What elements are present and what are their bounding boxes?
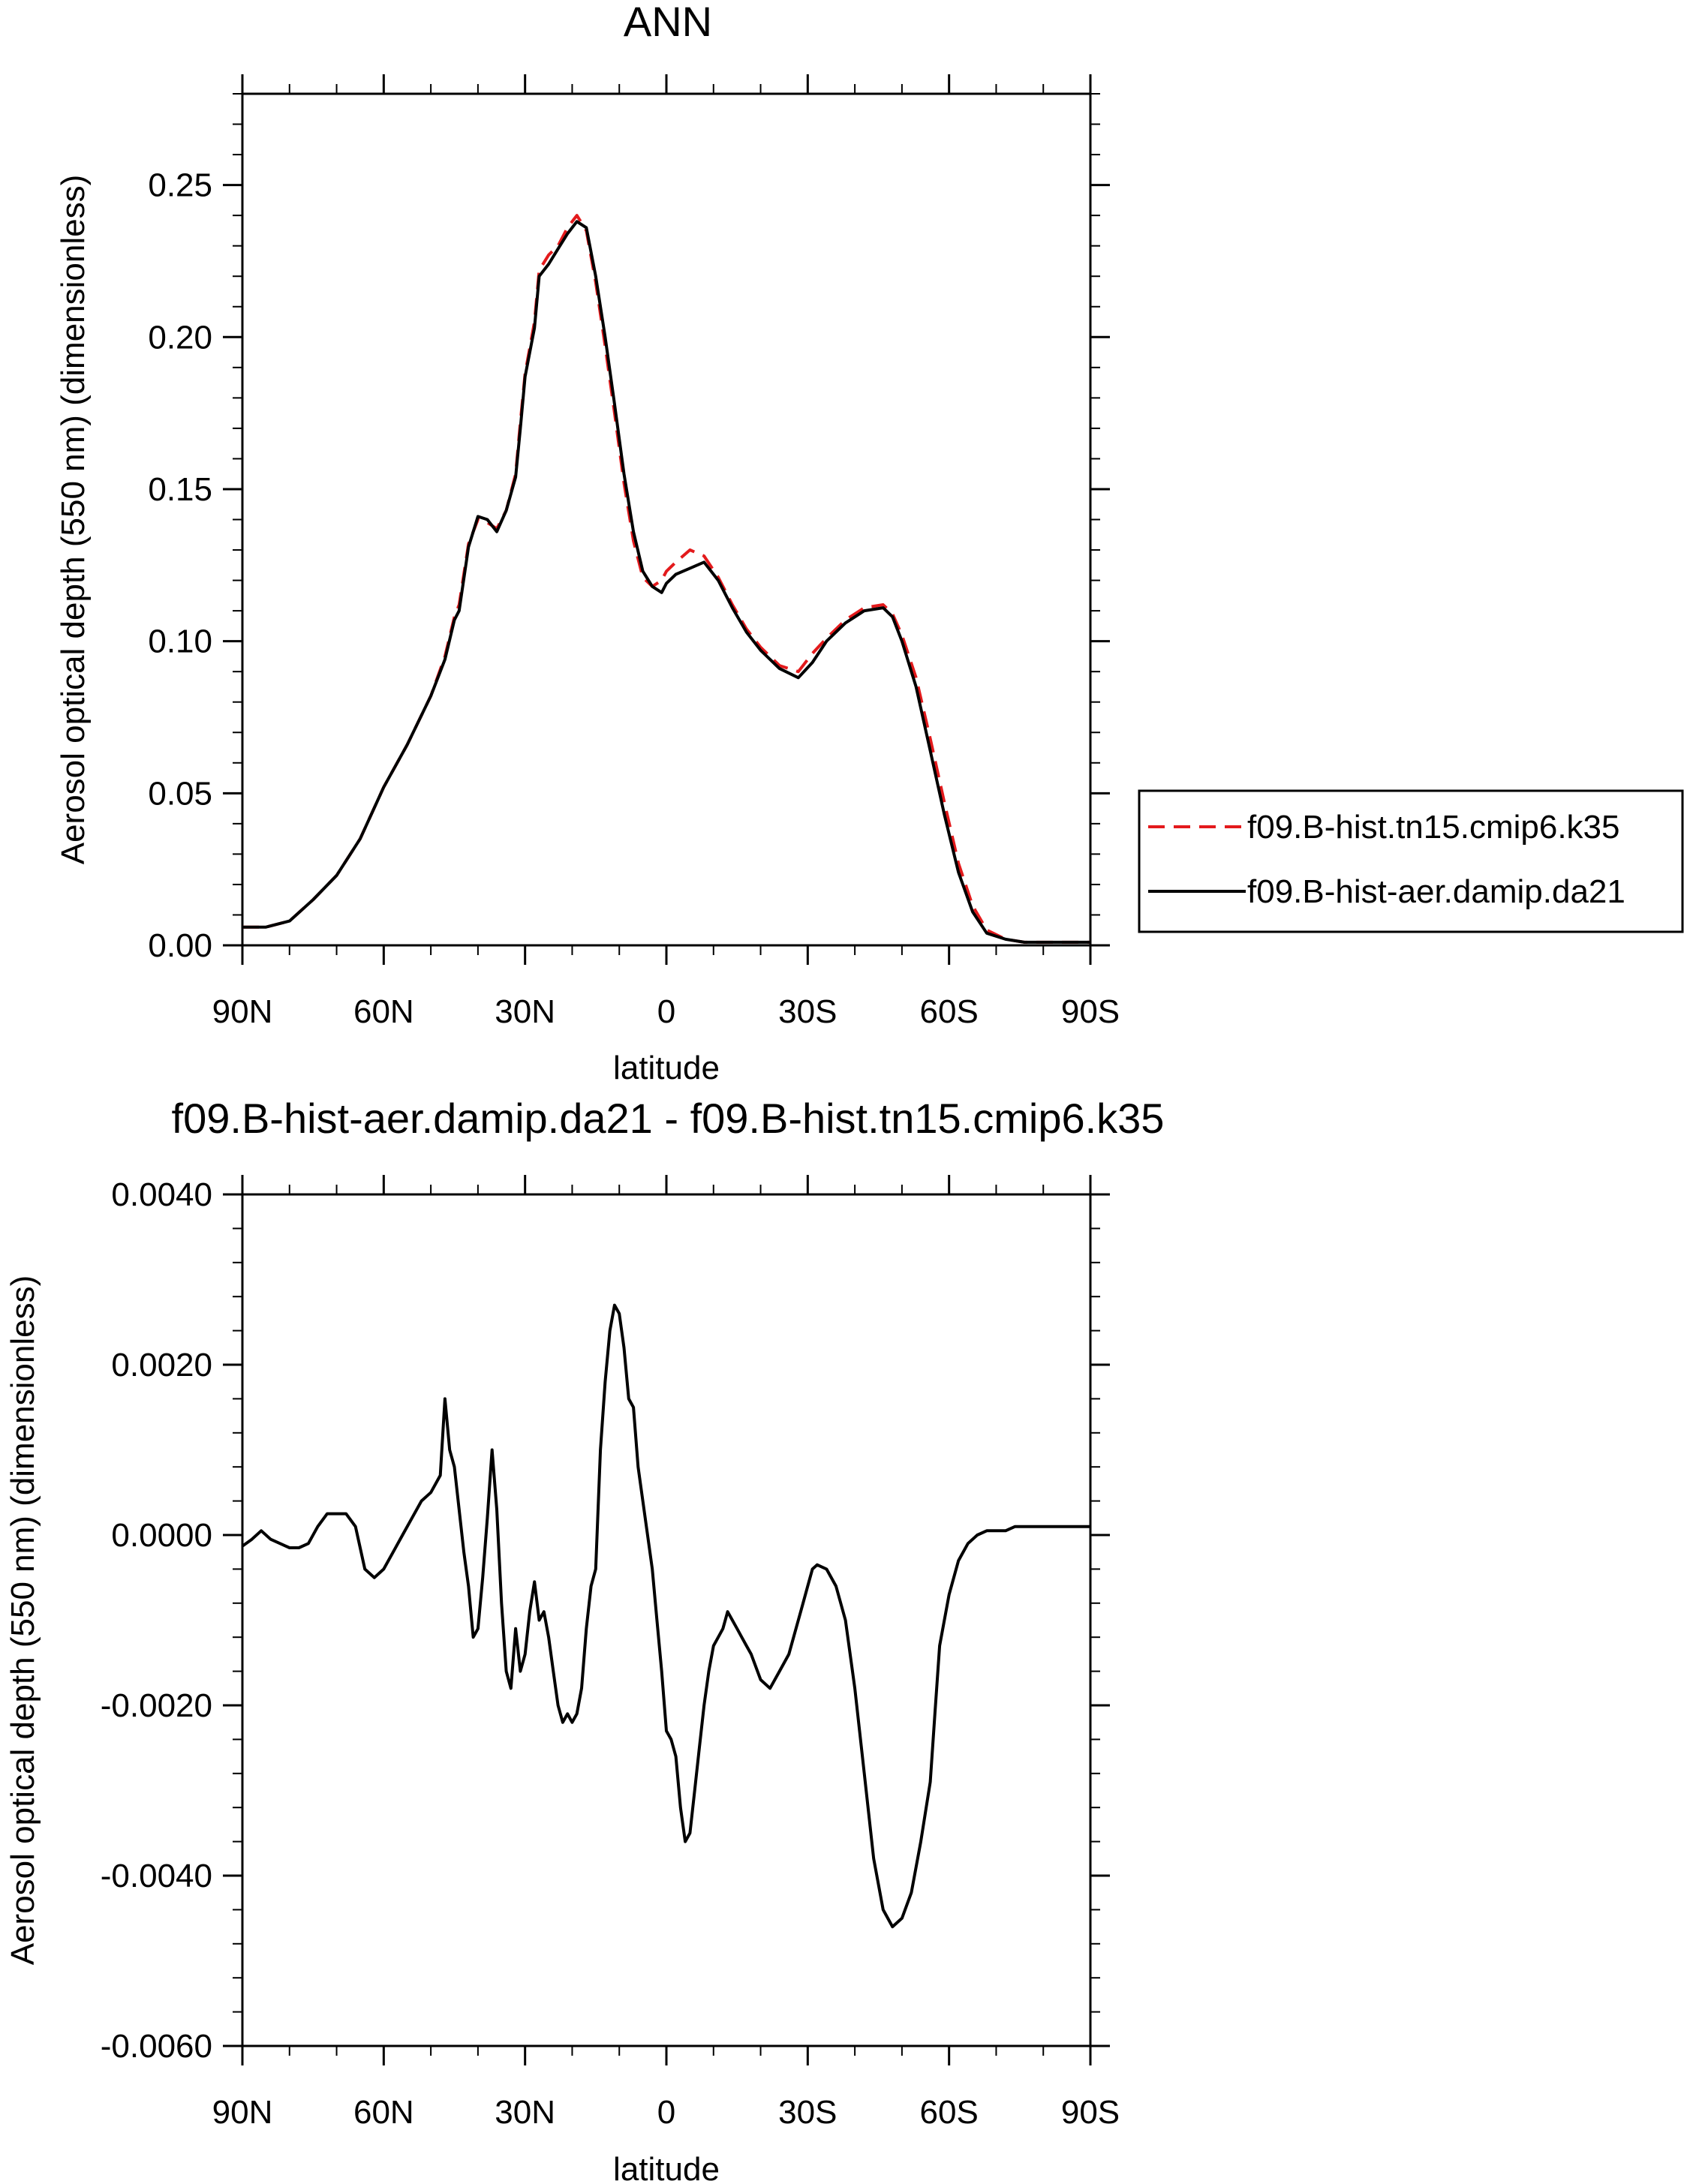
x-tick-label: 90N	[212, 993, 273, 1030]
y-axis-label: Aerosol optical depth (550 nm) (dimensio…	[5, 1275, 41, 1966]
x-tick-label: 60N	[353, 993, 414, 1030]
y-tick-label: 0.05	[148, 775, 212, 812]
x-tick-label: 30S	[778, 2094, 837, 2131]
y-tick-label: 0.10	[148, 623, 212, 660]
x-tick-label: 30N	[495, 993, 555, 1030]
series-line-k35	[242, 214, 1090, 944]
y-tick-label: 0.15	[148, 471, 212, 508]
legend-label: f09.B-hist.tn15.cmip6.k35	[1247, 809, 1619, 846]
x-tick-label: 30N	[495, 2094, 555, 2131]
x-tick-label: 60S	[920, 2094, 979, 2131]
x-tick-label: 90S	[1061, 2094, 1120, 2131]
y-tick-label: 0.25	[148, 167, 212, 204]
legend-box	[1138, 789, 1684, 933]
series-line-difference	[242, 1303, 1090, 1929]
x-tick-label: 0	[657, 2094, 675, 2131]
x-tick-label: 60S	[920, 993, 979, 1030]
y-tick-label: 0.0040	[111, 1176, 212, 1213]
chart-title: f09.B-hist-aer.damip.da21 - f09.B-hist.t…	[172, 1095, 1165, 1142]
bottom-chart-panel: 90N 60N 30N 0 30S 60S 90S -0.0060 -0.0040 -0.0020…	[5, 1095, 1164, 2184]
plot-frame	[241, 1193, 1092, 2047]
x-tick-label: 60N	[353, 2094, 414, 2131]
x-axis-label: latitude	[613, 2151, 720, 2184]
y-tick-label: 0.20	[148, 319, 212, 356]
y-tick-label: -0.0020	[101, 1687, 212, 1724]
x-tick-label: 90N	[212, 2094, 273, 2131]
x-tick-label: 30S	[778, 993, 837, 1030]
legend-label: f09.B-hist-aer.damip.da21	[1247, 873, 1625, 910]
y-tick-label: 0.0020	[111, 1347, 212, 1383]
legend: f09.B-hist.tn15.cmip6.k35 f09.B-hist-aer.…	[1138, 789, 1684, 933]
y-tick-label: -0.0060	[101, 2028, 212, 2065]
x-axis-label: latitude	[613, 1050, 720, 1086]
y-tick-label: -0.0040	[101, 1858, 212, 1894]
y-tick-label: 0.00	[148, 927, 212, 964]
x-tick-label: 90S	[1061, 993, 1120, 1030]
y-tick-label: 0.0000	[111, 1517, 212, 1554]
x-tick-label: 0	[657, 993, 675, 1030]
y-axis-label: Aerosol optical depth (550 nm) (dimensio…	[55, 175, 92, 865]
top-chart-panel: 90N 60N 30N 0 30S 60S 90S 0.00 0.05 0.10 0.15 0.20 0…	[55, 0, 1684, 1086]
series-line-da21	[242, 220, 1090, 944]
chart-title: ANN	[624, 0, 712, 45]
